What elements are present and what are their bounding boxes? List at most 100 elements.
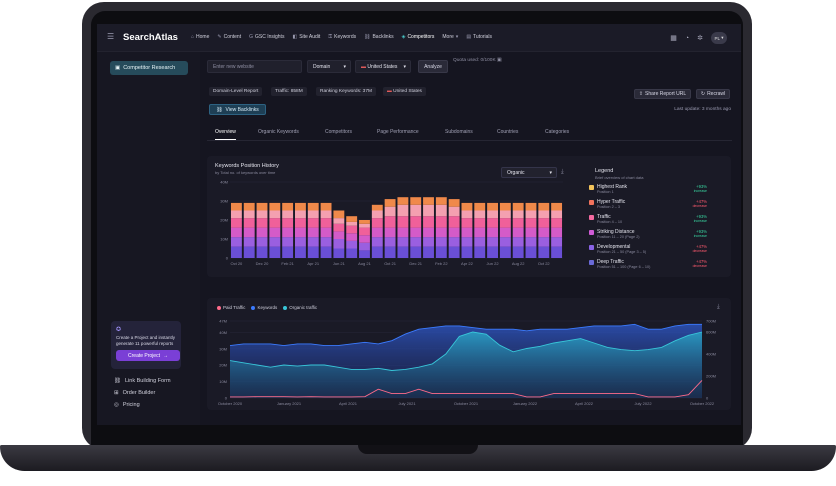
sidebar-pricing[interactable]: ◎ Pricing xyxy=(114,399,171,411)
x-tick-label: Apr 22 xyxy=(461,261,474,266)
nav-item-home[interactable]: ⌂ Home xyxy=(191,34,209,40)
sidebar-order-builder[interactable]: ⊞ Order Builder xyxy=(114,387,171,399)
x-tick-label: October 2020 xyxy=(218,401,243,406)
x-tick-label: April 2021 xyxy=(339,401,358,406)
competitor-icon: ▣ xyxy=(115,65,121,71)
nav-item-site-audit[interactable]: ◧ Site Audit xyxy=(292,34,320,40)
bar-segment xyxy=(384,246,396,258)
legend-checkbox[interactable] xyxy=(589,185,594,190)
legend-checkbox[interactable] xyxy=(589,260,594,265)
series-line xyxy=(229,323,702,347)
legend-checkbox[interactable] xyxy=(589,245,594,250)
dropdown-value: Organic xyxy=(507,169,525,176)
nav-item-more[interactable]: More ▾ xyxy=(442,34,458,40)
recrawl-button[interactable]: ↻ Recrawl xyxy=(696,89,730,99)
grid-icon[interactable]: ▦ xyxy=(670,35,677,42)
legend-item[interactable]: Hyper Traffic Position 2 – 3 +47% decrease xyxy=(589,199,717,213)
y-tick-label: 20M xyxy=(220,218,228,223)
nav-item-competitors[interactable]: ◈ Competitors xyxy=(402,34,435,40)
legend-name: Striking Distance xyxy=(597,229,635,235)
gear-icon[interactable]: ✲ xyxy=(697,35,703,42)
nav-item-gsc-insights[interactable]: G GSC Insights xyxy=(249,34,284,40)
kph-title: Keywords Position History xyxy=(215,163,279,169)
legend-item[interactable]: Deep Traffic Position 51 – 100 (Page 6 – … xyxy=(589,259,717,273)
download-icon[interactable]: ⤓ xyxy=(561,169,564,175)
bell-icon[interactable]: ◔ xyxy=(684,34,690,42)
app-logo[interactable]: SearchAtlas xyxy=(123,32,178,43)
legend-item[interactable]: Developmental Position 21 – 50 (Page 3 – … xyxy=(589,244,717,258)
traffic-legend-item[interactable]: Organic traffic xyxy=(283,305,317,310)
share-report-button[interactable]: ⇪ Share Report URL xyxy=(634,89,691,99)
bar-segment xyxy=(333,231,345,239)
x-tick-label: Dec 20 xyxy=(256,261,269,266)
analyze-button[interactable]: Analyze xyxy=(418,60,448,73)
bar-segment xyxy=(256,210,268,219)
legend-checkbox[interactable] xyxy=(589,200,594,205)
share-label: Share Report URL xyxy=(645,91,687,97)
bar-segment xyxy=(551,218,563,228)
y-tick-label: 30M xyxy=(220,199,228,204)
tab-categories[interactable]: Categories xyxy=(545,129,570,135)
tab-subdomains[interactable]: Subdomains xyxy=(445,129,473,135)
website-input[interactable]: Enter new website xyxy=(207,60,302,73)
nav-item-keywords[interactable]: ⚿ Keywords xyxy=(328,34,356,40)
scope-select[interactable]: Domain ▾ xyxy=(307,60,351,73)
rocket-icon: ✪ xyxy=(116,327,122,333)
country-select[interactable]: ▬ United States ▾ xyxy=(355,60,411,73)
legend-checkbox[interactable] xyxy=(589,215,594,220)
legend-item[interactable]: Striking Distance Position 11 – 20 (Page … xyxy=(589,229,717,243)
avatar-initials: PL xyxy=(714,35,720,41)
country-chip: ▬ United States xyxy=(383,87,426,96)
bar-segment xyxy=(256,246,268,258)
bar-segment xyxy=(384,206,396,217)
bar-segment xyxy=(512,210,524,219)
y-tick-label: 0 xyxy=(226,256,229,261)
bar-segment xyxy=(397,204,409,217)
bar-segment xyxy=(525,202,537,211)
tab-competitors[interactable]: Competitors xyxy=(325,129,352,135)
bar-segment xyxy=(538,246,550,258)
bar-segment xyxy=(461,246,473,258)
bar-segment xyxy=(256,237,268,247)
bar-segment xyxy=(474,246,486,258)
legend-item[interactable]: Traffic Position 4 – 10 +93% increase xyxy=(589,214,717,228)
bar-segment xyxy=(538,227,550,238)
nav-item-content[interactable]: ✎ Content xyxy=(217,34,241,40)
legend-change: +93% xyxy=(696,184,707,189)
traffic-legend-item[interactable]: Paid Traffic xyxy=(217,305,245,310)
sidebar-item-competitor-research[interactable]: ▣ Competitor Research xyxy=(110,61,188,75)
nav-item-label: GSC Insights xyxy=(254,34,285,40)
view-backlinks-button[interactable]: ⛓ View Backlinks xyxy=(209,104,266,115)
top-navigation: ☰ SearchAtlas ⌂ Home ✎ Content G GSC Insights… xyxy=(97,24,741,52)
tab-overview[interactable]: Overview xyxy=(215,129,236,140)
tab-organic-keywords[interactable]: Organic Keywords xyxy=(258,129,299,135)
download-icon[interactable]: ⤓ xyxy=(717,304,720,310)
organic-dropdown[interactable]: Organic ▾ xyxy=(501,167,557,178)
bar-segment xyxy=(461,202,473,211)
report-type-chip: Domain-Level Report xyxy=(209,87,263,96)
legend-direction: increase xyxy=(693,189,707,193)
traffic-legend-item[interactable]: Keywords xyxy=(251,305,277,310)
quota-text: Quota used: 0/100K ▣ xyxy=(453,58,502,63)
bar-segment xyxy=(525,246,537,258)
bar-segment xyxy=(359,250,370,258)
legend-name: Developmental xyxy=(597,244,631,250)
bar-segment xyxy=(269,202,281,211)
legend-position: Position 2 – 3 xyxy=(597,205,621,209)
menu-icon[interactable]: ☰ xyxy=(107,32,115,41)
create-project-button[interactable]: Create Project → xyxy=(116,350,180,361)
nav-item-backlinks[interactable]: ⛓ Backlinks xyxy=(364,34,393,40)
kph-subtitle: by Total no. of keywords over time xyxy=(215,170,276,175)
bar-segment xyxy=(538,218,550,228)
legend-item[interactable]: Highest Rank Position 1 +93% increase xyxy=(589,184,717,198)
bar-segment xyxy=(384,237,396,247)
sidebar-link-building[interactable]: ⛓ Link Building Form xyxy=(114,375,171,387)
avatar[interactable]: PL ▾ xyxy=(711,32,727,44)
bar-segment xyxy=(320,202,332,211)
info-icon[interactable]: ▣ xyxy=(497,58,502,63)
tab-page-performance[interactable]: Page Performance xyxy=(377,129,419,135)
legend-checkbox[interactable] xyxy=(589,230,594,235)
bar-segment xyxy=(359,220,370,224)
tab-countries[interactable]: Countries xyxy=(497,129,519,135)
nav-item-tutorials[interactable]: ▤ Tutorials xyxy=(466,34,492,40)
